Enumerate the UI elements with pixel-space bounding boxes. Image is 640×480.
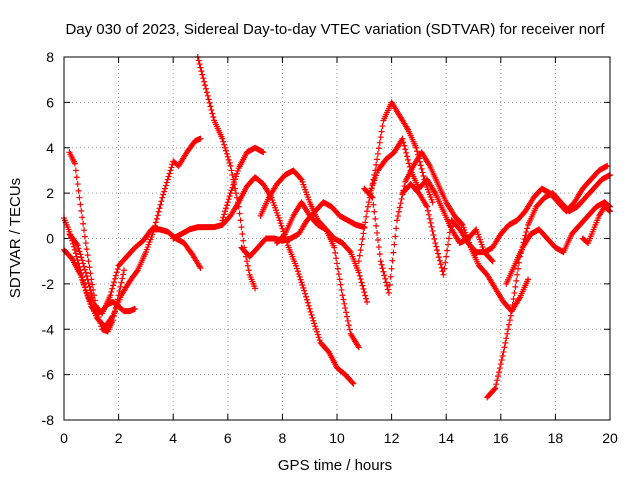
- chart-title: Day 030 of 2023, Sidereal Day-to-day VTE…: [65, 21, 605, 38]
- y-tick-label: 0: [46, 231, 54, 247]
- y-tick-label: -4: [42, 321, 55, 337]
- y-tick-label: -8: [42, 412, 55, 428]
- x-tick-label: 6: [224, 430, 232, 446]
- marker-cross: [66, 226, 204, 317]
- marker-cross: [484, 171, 613, 401]
- x-tick-label: 18: [548, 430, 564, 446]
- series-sat-j: [273, 199, 362, 351]
- marker-cross: [361, 149, 532, 315]
- y-tick-label: -6: [42, 367, 55, 383]
- x-tick-label: 0: [60, 430, 68, 446]
- series-sat-q: [579, 203, 613, 247]
- x-tick-label: 10: [329, 430, 345, 446]
- data-markers: [61, 54, 613, 401]
- series-sat-n: [399, 162, 611, 278]
- y-tick-label: 2: [46, 185, 54, 201]
- x-axis-label: GPS time / hours: [278, 457, 392, 474]
- y-axis-label: SDTVAR / TECUs: [7, 178, 24, 298]
- x-tick-label: 20: [602, 430, 618, 446]
- marker-cross: [579, 203, 613, 247]
- series-sat-m: [361, 149, 532, 315]
- plot-frame: [63, 56, 611, 421]
- x-tick-label: 4: [169, 430, 177, 446]
- series-sat-d: [66, 226, 204, 317]
- x-tick-label: 16: [493, 430, 509, 446]
- series-sat-p: [503, 199, 613, 287]
- x-tick-label: 14: [438, 430, 454, 446]
- x-tick-label: 8: [279, 430, 287, 446]
- x-tick-label: 2: [115, 430, 123, 446]
- y-tick-label: 4: [46, 140, 54, 156]
- y-tick-label: -2: [42, 276, 55, 292]
- y-tick-label: 6: [46, 94, 54, 110]
- series-sat-a: [61, 215, 138, 317]
- series-sat-g: [219, 144, 267, 224]
- marker-cross: [61, 215, 138, 317]
- marker-cross: [219, 144, 267, 224]
- marker-cross: [273, 199, 362, 351]
- series-sat-e: [170, 174, 357, 387]
- x-tick-label: 12: [384, 430, 400, 446]
- tick-labels: 0 2 4 6 8 10 12 14 16 18 20 -8 -6 -4 -2 0 2 4 6 8: [42, 49, 618, 446]
- series-sat-o: [484, 171, 613, 401]
- marker-cross: [399, 162, 611, 278]
- y-tick-label: 8: [46, 49, 54, 65]
- marker-cross: [170, 174, 357, 387]
- marker-cross: [503, 199, 613, 287]
- grid: [63, 56, 611, 421]
